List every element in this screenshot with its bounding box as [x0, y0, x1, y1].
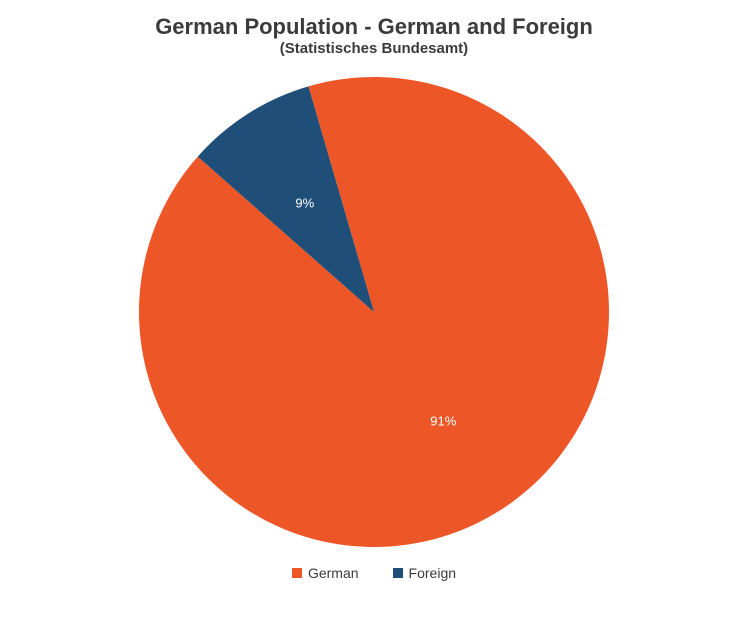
legend-item-foreign: Foreign	[393, 565, 456, 581]
legend-label-german: German	[308, 565, 359, 581]
slice-label-german: 91%	[430, 414, 456, 429]
pie-chart: 91% 9%	[139, 77, 609, 547]
legend-swatch-german	[292, 568, 302, 578]
chart-title: German Population - German and Foreign	[155, 14, 593, 40]
legend-item-german: German	[292, 565, 359, 581]
legend-swatch-foreign	[393, 568, 403, 578]
pie-svg	[139, 77, 609, 547]
slice-label-foreign: 9%	[295, 195, 314, 210]
chart-subtitle: (Statistisches Bundesamt)	[155, 40, 593, 57]
chart-legend: German Foreign	[292, 565, 456, 581]
legend-label-foreign: Foreign	[409, 565, 456, 581]
chart-title-block: German Population - German and Foreign (…	[155, 14, 593, 57]
